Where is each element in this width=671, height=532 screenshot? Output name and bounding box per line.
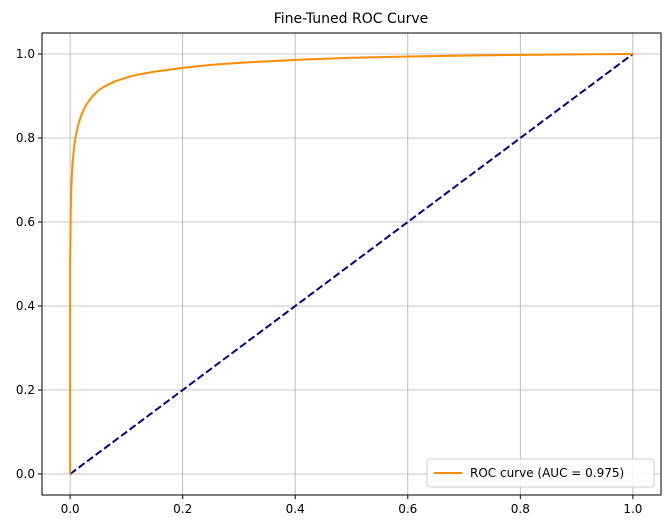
x-tick-label: 0.6 <box>398 502 417 516</box>
x-tick-label: 0.2 <box>173 502 192 516</box>
grid <box>42 33 661 495</box>
y-tick-label: 0.4 <box>16 299 35 313</box>
plot-frame <box>41 32 662 496</box>
diagonal-reference-line <box>69 53 634 475</box>
y-tick-label: 0.6 <box>16 215 35 229</box>
y-tick-label: 1.0 <box>16 47 35 61</box>
y-tick-label: 0.0 <box>16 467 35 481</box>
legend-label-roc: ROC curve (AUC = 0.975) <box>470 466 624 480</box>
x-tick-label: 1.0 <box>623 502 642 516</box>
legend-box <box>426 458 655 488</box>
x-tick-label: 0.0 <box>61 502 80 516</box>
x-tick-label: 0.4 <box>286 502 305 516</box>
roc-curve-line <box>69 53 633 474</box>
legend: ROC curve (AUC = 0.975) <box>426 458 655 488</box>
series-layer <box>69 53 634 475</box>
ticks: 0.0 0.2 0.4 0.6 0.8 1.0 0.0 0.2 0.4 0.6 0.8 1.0 <box>16 47 643 516</box>
x-tick-label: 0.8 <box>511 502 530 516</box>
chart-title: Fine-Tuned ROC Curve <box>274 11 429 27</box>
y-tick-label: 0.8 <box>16 131 35 145</box>
y-tick-label: 0.2 <box>16 383 35 397</box>
